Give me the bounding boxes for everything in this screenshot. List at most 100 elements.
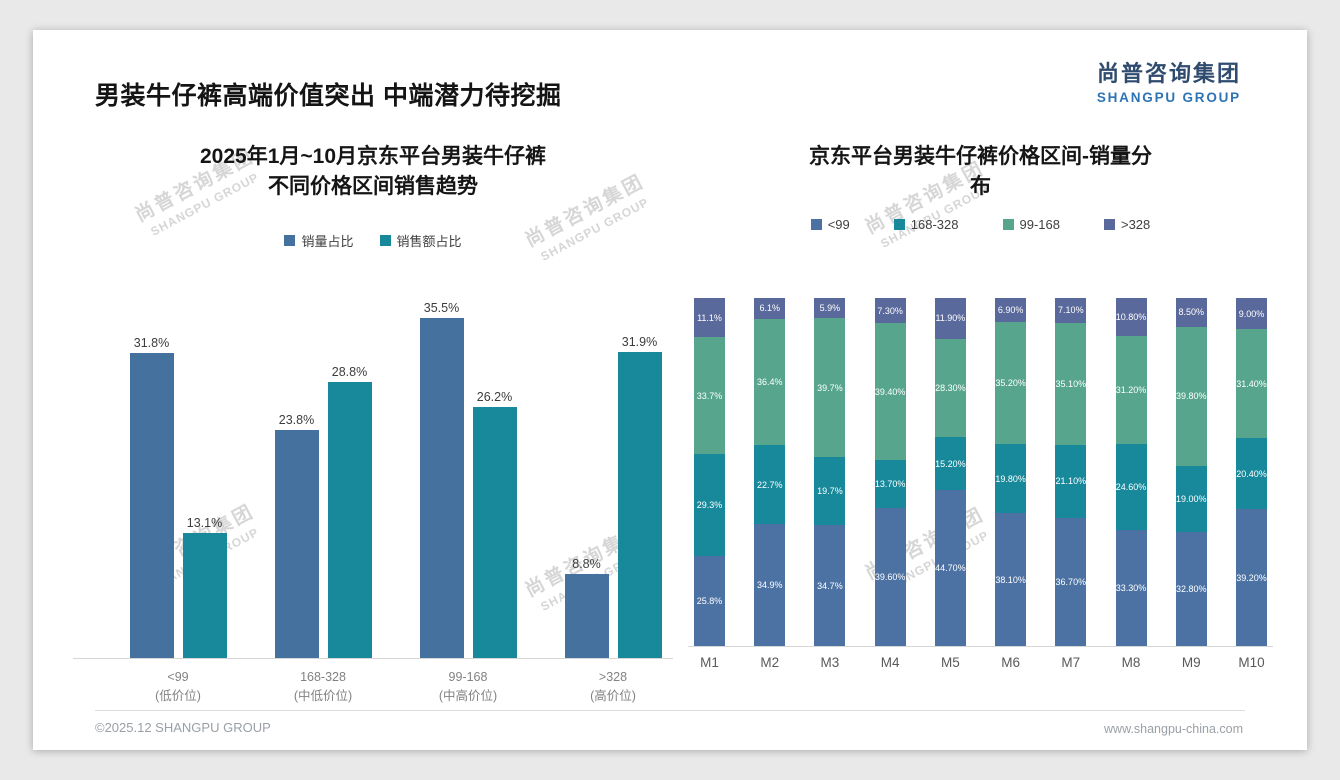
legend-swatch-icon [893, 218, 905, 230]
category-label: >328 (高价位) [553, 668, 673, 707]
stacked-legend: <99 168-328 99-168 >328 [688, 217, 1273, 232]
bar [327, 381, 372, 658]
right-chart-title: 京东平台男装牛仔裤价格区间-销量分 布 [688, 142, 1273, 203]
stacked-bar: 39.60% 13.70% 39.40% 7.30% [874, 297, 906, 646]
bar-segment: 11.90% [934, 297, 966, 339]
bar-segment: 36.4% [754, 318, 786, 446]
month-label: M5 [940, 654, 960, 670]
bar-segment: 35.20% [995, 321, 1027, 445]
bar-segment: 6.1% [754, 297, 786, 319]
bar-segment: 7.10% [1055, 297, 1087, 323]
bar-segment: 11.1% [694, 298, 725, 337]
month-label: M9 [1181, 654, 1201, 670]
stacked-bar: 32.80% 19.00% 39.80% 8.50% [1175, 297, 1207, 646]
bar [182, 532, 227, 658]
legend-swatch-icon [1103, 218, 1115, 230]
stacked-axis: M1 M2 M3 M4 M5 M6 M7 M8 M9 M10 [688, 655, 1273, 670]
bar-group: 8.8% 31.9% [553, 335, 673, 658]
bar-segment: 39.40% [874, 323, 906, 461]
bar-segment: 39.80% [1175, 327, 1207, 466]
legend-swatch-icon [379, 234, 391, 246]
legend-item: <99 [810, 217, 850, 232]
category-name: 168-328 [300, 669, 346, 684]
bar-group: 35.5% 26.2% [408, 301, 528, 658]
legend-item: 销售额占比 [379, 231, 462, 250]
category-name: <99 [167, 669, 189, 684]
month-label: M3 [820, 654, 840, 670]
bar-segment: 6.90% [995, 297, 1027, 322]
bar-segment: 33.7% [694, 336, 725, 455]
page-title: 男装牛仔裤高端价值突出 中端潜力待挖掘 [95, 82, 562, 110]
bar-segment: 44.70% [934, 490, 966, 646]
left-chart-title-line1: 2025年1月~10月京东平台男装牛仔裤 [199, 145, 547, 168]
bar-wrap: 31.9% [617, 335, 662, 658]
bar-segment: 19.7% [814, 456, 846, 526]
logo-chinese-name: 尚普咨询集团 [1096, 61, 1241, 86]
category-name: >328 [598, 669, 628, 684]
slide: 尚普咨询集团 SHANGPU GROUP 尚普咨询集团 SHANGPU GROU… [33, 30, 1307, 750]
legend-label: >328 [1120, 216, 1151, 232]
right-chart-title-line2: 布 [970, 175, 991, 199]
stacked-bar: 34.7% 19.7% 39.7% 5.9% [814, 297, 846, 646]
footer-copyright: ©2025.12 SHANGPU GROUP [95, 720, 271, 735]
bar-segment: 39.60% [874, 508, 906, 646]
bar-wrap: 26.2% [472, 389, 517, 658]
bar-value-label: 26.2% [476, 389, 513, 404]
stacked-bar: 44.70% 15.20% 28.30% 11.90% [934, 297, 966, 646]
bar-wrap: 35.5% [419, 300, 464, 658]
month-label: M2 [760, 654, 780, 670]
legend-swatch-icon [284, 234, 296, 246]
bar-segment: 19.00% [1175, 465, 1207, 532]
bar-value-label: 31.8% [133, 335, 170, 350]
stacked-plot: 25.8% 29.3% 33.7% 11.1% 34.9% 22.7% 36.4% 6.1% 3… [688, 297, 1273, 647]
legend-item: 99-168 [1002, 217, 1060, 232]
bar [129, 352, 174, 658]
bar-segment: 29.3% [694, 454, 725, 557]
company-logo: 尚普咨询集团 SHANGPU GROUP [1097, 56, 1241, 105]
bar-segment: 32.80% [1175, 531, 1207, 646]
bar-segment: 39.20% [1235, 509, 1267, 646]
grouped-axis: <99 (低价位) 168-328 (中低价位) 99-168 (中高价位) >328 (高价… [73, 668, 673, 707]
legend-swatch-icon [1002, 218, 1014, 230]
stacked-bar: 38.10% 19.80% 35.20% 6.90% [995, 297, 1027, 646]
month-label: M6 [1001, 654, 1020, 670]
footer-divider [95, 710, 1245, 711]
bar-segment: 38.10% [995, 513, 1027, 646]
category-label: <99 (低价位) [118, 668, 238, 707]
bar-value-label: 35.5% [423, 300, 460, 315]
stacked-bar: 36.70% 21.10% 35.10% 7.10% [1055, 297, 1087, 646]
month-label: M8 [1121, 654, 1141, 670]
bar-group: 31.8% 13.1% [118, 336, 238, 658]
bar-wrap: 13.1% [182, 515, 227, 658]
grouped-plot: 31.8% 13.1% 23.8% 28.8% 35.5% 26.2% 8.8% 31.9% [73, 296, 673, 659]
left-chart-title-line2: 不同价格区间销售趋势 [268, 175, 478, 199]
bar-segment: 8.50% [1175, 297, 1207, 328]
bar-segment: 21.10% [1055, 444, 1087, 519]
bar-segment: 22.7% [754, 445, 786, 525]
month-label: M4 [880, 654, 900, 670]
bar-segment: 25.8% [694, 556, 725, 646]
bar-value-label: 23.8% [278, 412, 315, 427]
bar-value-label: 13.1% [186, 515, 223, 530]
bar-segment: 10.80% [1115, 298, 1147, 336]
bar-segment: 36.70% [1055, 518, 1087, 646]
bar-segment: 9.00% [1235, 297, 1267, 330]
category-sublabel: (高价位) [590, 689, 636, 704]
right-chart-title-line1: 京东平台男装牛仔裤价格区间-销量分 [809, 145, 1152, 168]
bar-wrap: 31.8% [129, 335, 174, 658]
bar-value-label: 8.8% [572, 556, 601, 571]
footer-website: www.shangpu-china.com [1104, 722, 1243, 736]
legend-label: 销量占比 [301, 233, 354, 249]
category-sublabel: (中高价位) [438, 689, 498, 704]
legend-swatch-icon [810, 218, 822, 230]
category-sublabel: (中低价位) [293, 689, 353, 704]
stacked-bar: 33.30% 24.60% 31.20% 10.80% [1115, 298, 1147, 646]
bar-value-label: 28.8% [331, 364, 368, 379]
bar-wrap: 8.8% [564, 556, 609, 658]
bar [617, 351, 662, 658]
month-label: M7 [1061, 654, 1081, 670]
left-chart-title: 2025年1月~10月京东平台男装牛仔裤 不同价格区间销售趋势 [73, 142, 673, 203]
bar-segment: 34.7% [814, 525, 846, 646]
bar-segment: 24.60% [1115, 444, 1147, 530]
bar-segment: 28.30% [934, 338, 966, 438]
